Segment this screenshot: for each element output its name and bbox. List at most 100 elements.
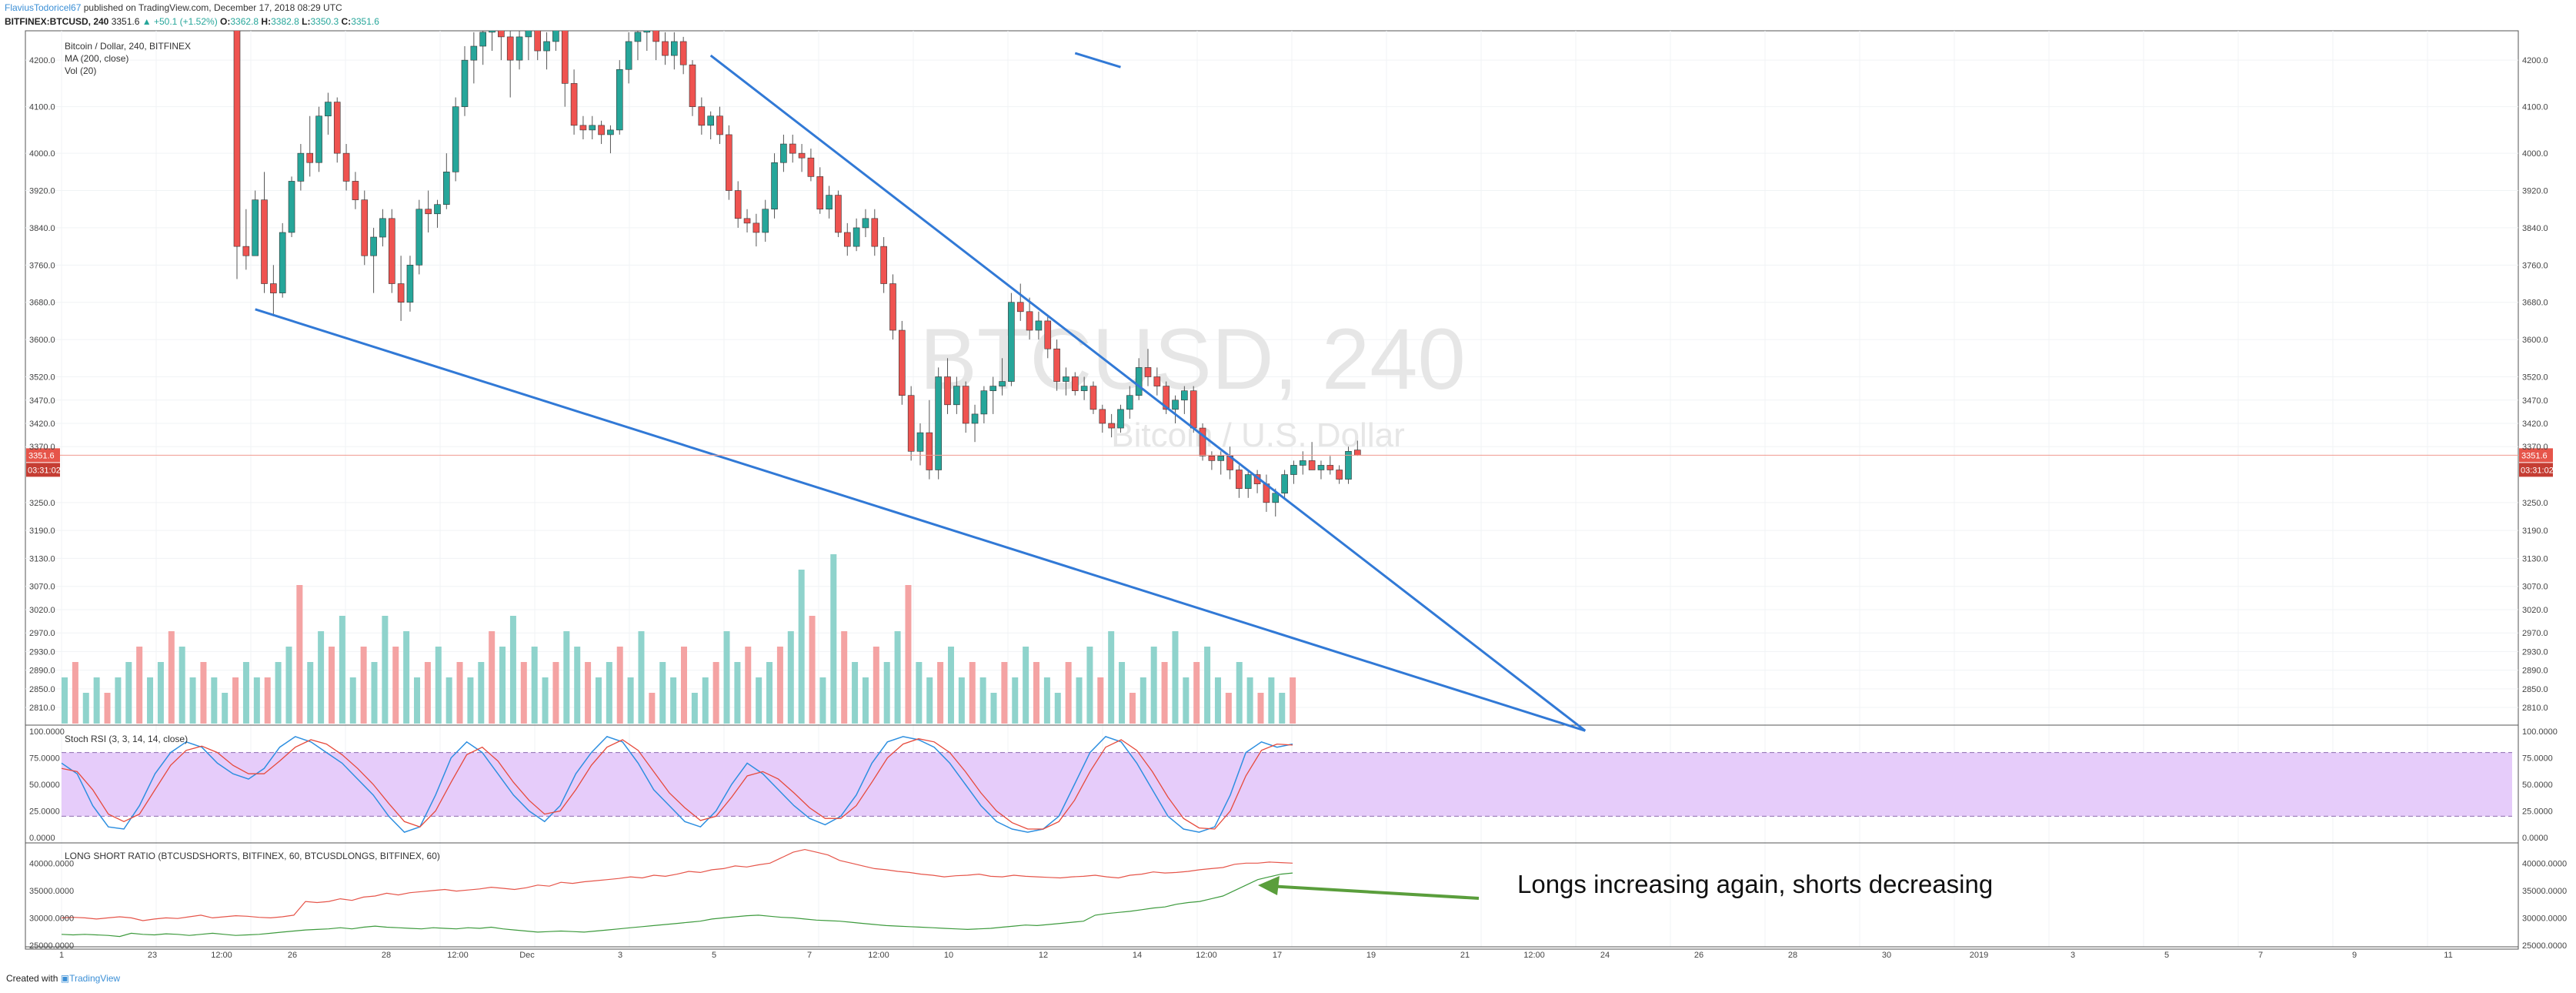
candle-body bbox=[734, 190, 742, 219]
candle-body bbox=[315, 115, 322, 163]
time-tick: 3 bbox=[618, 951, 622, 960]
volume-bar bbox=[147, 677, 154, 724]
time-tick: 23 bbox=[148, 951, 157, 960]
legend-vol: Vol (20) bbox=[65, 65, 96, 76]
candle-body bbox=[434, 204, 441, 215]
candle-body bbox=[935, 376, 942, 470]
author-link[interactable]: FlaviusTodoricel67 bbox=[5, 2, 82, 13]
volume-bar bbox=[1150, 647, 1157, 724]
trendlines[interactable] bbox=[255, 52, 1587, 732]
volume-bar bbox=[296, 585, 303, 724]
price-tick-left: 3470.0 bbox=[29, 396, 55, 406]
publish-line: FlaviusTodoricel67 published on TradingV… bbox=[5, 2, 342, 13]
price-tick-left: 3920.0 bbox=[29, 187, 55, 196]
volume-bar bbox=[467, 677, 474, 724]
candle-body bbox=[233, 31, 241, 247]
volume-bar bbox=[595, 677, 602, 724]
volume-bar bbox=[776, 647, 783, 724]
candle-body bbox=[1299, 460, 1306, 466]
price-axis-right[interactable]: 4200.0 4100.0 4000.0 3920.0 3840.0 3760.0 3680… bbox=[2522, 56, 2567, 951]
volume-bar bbox=[349, 677, 356, 724]
candle-body bbox=[325, 102, 332, 117]
candle-body bbox=[1063, 376, 1069, 382]
volume-bar bbox=[318, 631, 325, 724]
candle-body bbox=[1135, 367, 1143, 396]
candle-body bbox=[1099, 409, 1106, 424]
price-tick-left: 3190.0 bbox=[29, 527, 55, 536]
time-tick: 24 bbox=[1600, 951, 1610, 960]
price-tick-left: 2810.0 bbox=[29, 704, 55, 713]
candle-body bbox=[534, 31, 542, 52]
tradingview-brand[interactable]: TradingView bbox=[69, 973, 121, 984]
ls-longs-line bbox=[61, 872, 1293, 938]
candle-body bbox=[397, 283, 405, 303]
legend-symbol: Bitcoin / Dollar, 240, BITFINEX bbox=[65, 41, 191, 52]
candle-body bbox=[561, 31, 569, 84]
volume-bar bbox=[253, 677, 260, 724]
price-tick-left: 4100.0 bbox=[29, 103, 55, 112]
ls-tick-right: 25000.0000 bbox=[2522, 941, 2567, 951]
volume-bar bbox=[509, 616, 516, 724]
volume-bar bbox=[1140, 677, 1146, 724]
price-tick-right: 3520.0 bbox=[2522, 373, 2548, 383]
volume-bar bbox=[958, 677, 965, 724]
volume-bar bbox=[1023, 647, 1029, 724]
time-tick: 5 bbox=[712, 951, 716, 960]
stoch-rsi-band bbox=[62, 752, 2512, 817]
price-tick-right: 3920.0 bbox=[2522, 187, 2548, 196]
candle-body bbox=[835, 195, 842, 233]
volume-bar bbox=[520, 662, 527, 724]
ls-tick-left: 30000.0000 bbox=[29, 914, 74, 923]
candle-body bbox=[352, 181, 359, 200]
volume-bar bbox=[456, 662, 463, 724]
time-tick: 10 bbox=[944, 951, 953, 960]
candle-body bbox=[406, 265, 414, 303]
volume-bar bbox=[841, 631, 848, 724]
candle-body bbox=[780, 143, 787, 163]
candle-body bbox=[798, 152, 806, 159]
open-label: O: bbox=[220, 16, 231, 27]
candle-body bbox=[743, 218, 751, 224]
time-tick: 5 bbox=[2164, 951, 2169, 960]
rsi-tick-left: 50.0000 bbox=[29, 781, 60, 790]
volume-bar bbox=[1204, 647, 1211, 724]
chart-canvas[interactable]: BTCUSD, 240 Bitcoin / U.S. Dollar 3351.6… bbox=[0, 0, 2576, 970]
candle-body bbox=[607, 129, 614, 135]
volume-bar bbox=[1097, 677, 1104, 724]
rsi-tick-right: 50.0000 bbox=[2522, 781, 2553, 790]
volume-bar bbox=[969, 662, 976, 724]
candle-body bbox=[306, 152, 314, 163]
volume-bar bbox=[798, 570, 805, 724]
price-tick-left: 3520.0 bbox=[29, 373, 55, 383]
price-tick-right: 3680.0 bbox=[2522, 299, 2548, 308]
volume-bar bbox=[115, 677, 122, 724]
candle-body bbox=[261, 199, 268, 284]
candle-body bbox=[862, 218, 869, 229]
rsi-tick-right: 0.0000 bbox=[2522, 834, 2548, 843]
volume-bar bbox=[93, 677, 100, 724]
candle-body bbox=[579, 125, 587, 131]
time-axis[interactable]: 1 23 12:00 26 28 12:00 Dec 3 5 7 12:00 10 12 14 12:00 1… bbox=[59, 951, 2453, 960]
candle-body bbox=[1326, 465, 1334, 470]
volume-bar bbox=[702, 677, 709, 724]
time-tick: 14 bbox=[1133, 951, 1142, 960]
price-tick-right: 2930.0 bbox=[2522, 647, 2548, 657]
footer: Created with ▣TradingView bbox=[6, 973, 120, 984]
volume-bar bbox=[1183, 677, 1190, 724]
candle-body bbox=[598, 125, 605, 135]
candle-body bbox=[489, 31, 496, 33]
candle-body bbox=[1236, 470, 1243, 489]
price-axis-left[interactable]: 4200.0 4100.0 4000.0 3920.0 3840.0 3760.0 3680… bbox=[29, 56, 74, 951]
trendline-fragment bbox=[1074, 52, 1121, 69]
last-price-tag-left-timer-text: 03:31:02 bbox=[28, 466, 61, 475]
candle-body bbox=[953, 386, 960, 406]
stoch-rsi-legend: Stoch RSI (3, 3, 14, 14, close) bbox=[65, 734, 188, 744]
ls-tick-right: 40000.0000 bbox=[2522, 859, 2567, 868]
price-tick-right: 3070.0 bbox=[2522, 583, 2548, 592]
candle-body bbox=[525, 31, 532, 38]
candle-body bbox=[671, 41, 678, 56]
rsi-tick-left: 75.0000 bbox=[29, 754, 60, 764]
volume-bar bbox=[285, 647, 292, 724]
price-tick-left: 4200.0 bbox=[29, 56, 55, 65]
volume-bar bbox=[1001, 662, 1008, 724]
